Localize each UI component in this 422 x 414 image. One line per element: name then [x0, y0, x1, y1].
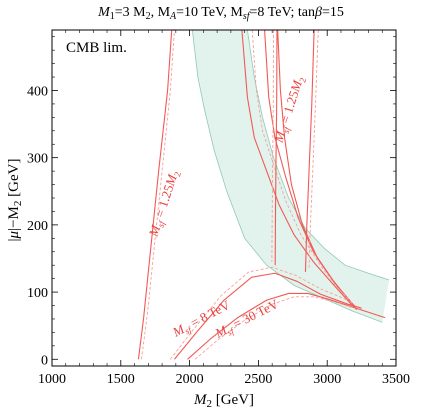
series-line-upper-125-dash: [251, 30, 353, 304]
x-axis-title: M2 [GeV]: [193, 392, 254, 410]
chart-title: M1=3 M2, MA=10 TeV, Msf=8 TeV; tanβ=15: [97, 5, 344, 22]
y-tick-label: 400: [27, 84, 48, 99]
corner-label: CMB lim.: [66, 40, 127, 56]
axis-ticks: 1000 1500 2000 2500 3000 3500 0 100 200 300 400: [27, 30, 410, 387]
series-line-arc-8tev: [174, 272, 362, 360]
y-tick-label: 0: [41, 353, 48, 368]
y-tick-label: 300: [27, 152, 48, 167]
series-line-left-125: [137, 30, 173, 360]
x-tick-label: 1500: [107, 372, 135, 387]
x-tick-label: 2000: [176, 372, 204, 387]
series-line-upper-125-c: [277, 30, 352, 302]
series-line-arc-30tev-dash: [194, 296, 355, 360]
x-tick-label: 1000: [38, 372, 66, 387]
series-line-vert-2-dash: [308, 30, 319, 269]
series-line-arc-8tev-dash: [169, 266, 349, 360]
y-tick-label: 200: [27, 219, 48, 234]
y-axis-title: |μ|−M2 [GeV]: [6, 159, 24, 242]
contour-lines: [137, 30, 386, 360]
series-line-upper-125-a: [241, 30, 358, 310]
series-line-vert-2: [304, 30, 315, 272]
series-line-arc-30tev: [187, 292, 386, 360]
x-tick-label: 2500: [244, 372, 272, 387]
band-lower-edge: [191, 30, 383, 323]
y-tick-label: 100: [27, 286, 48, 301]
x-tick-label: 3000: [313, 372, 341, 387]
series-line-vert-1: [274, 30, 278, 266]
x-tick-label: 3500: [382, 372, 410, 387]
series-line-left-125-dash: [140, 30, 175, 360]
band-fill: [192, 30, 390, 323]
series-line-vert-1-dash: [271, 30, 274, 262]
annotation-label: Msf = 1.25M2: [270, 74, 308, 146]
